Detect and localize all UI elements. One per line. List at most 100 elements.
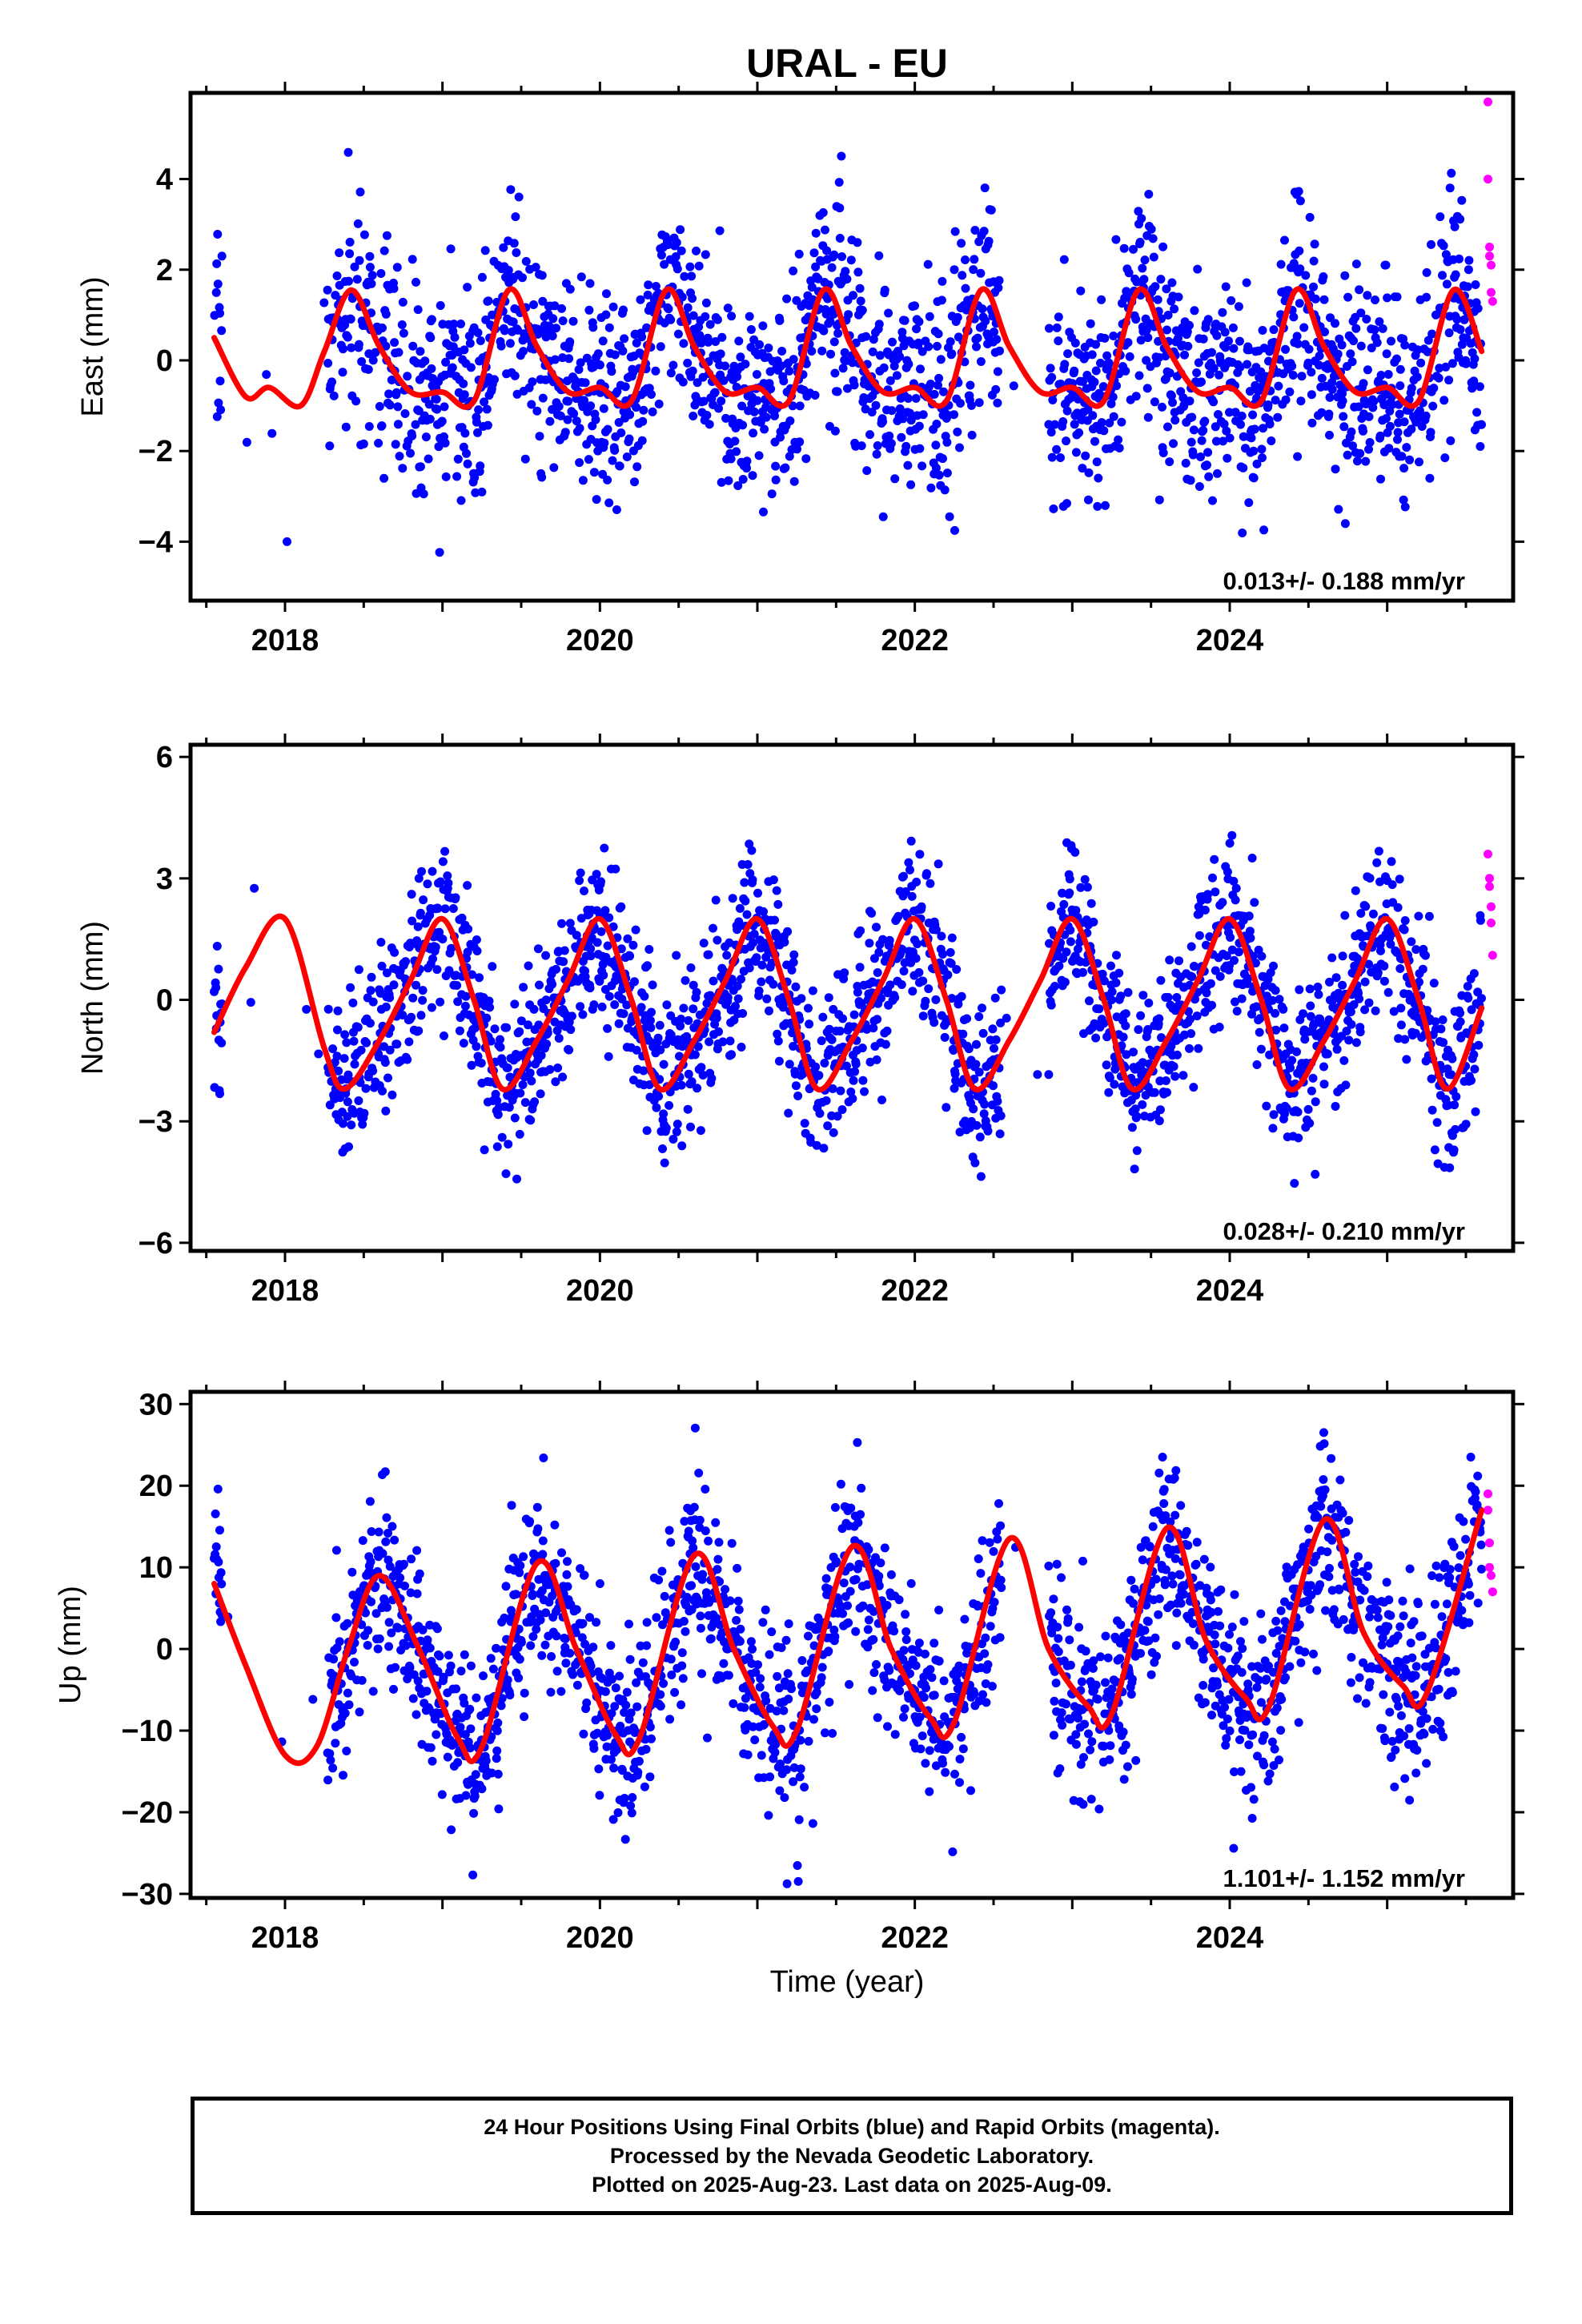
east-final-point bbox=[759, 507, 768, 517]
up-final-point bbox=[594, 1764, 604, 1774]
east-final-point bbox=[748, 471, 757, 480]
north-y-tick-label: −6 bbox=[139, 1227, 173, 1261]
up-final-point bbox=[733, 1596, 743, 1606]
north-final-point bbox=[972, 1120, 982, 1130]
north-final-point bbox=[913, 939, 922, 949]
east-final-point bbox=[841, 267, 850, 276]
north-final-point bbox=[1269, 1110, 1279, 1120]
east-final-point bbox=[912, 324, 921, 334]
north-final-point bbox=[475, 973, 484, 983]
north-final-point bbox=[851, 1059, 861, 1069]
north-final-point bbox=[979, 1109, 989, 1119]
east-final-point bbox=[1221, 343, 1231, 352]
east-final-point bbox=[550, 301, 560, 311]
north-final-point bbox=[1226, 933, 1235, 942]
east-final-point bbox=[885, 376, 895, 385]
up-final-point bbox=[538, 1536, 548, 1546]
east-final-point bbox=[1349, 336, 1359, 346]
east-final-point bbox=[1228, 323, 1238, 332]
east-final-point bbox=[795, 437, 805, 447]
north-final-point bbox=[343, 1112, 352, 1121]
east-final-point bbox=[914, 421, 924, 431]
north-final-point bbox=[1402, 1055, 1411, 1064]
north-final-point bbox=[1231, 883, 1241, 893]
north-final-point bbox=[838, 1014, 848, 1023]
east-final-point bbox=[1472, 408, 1482, 417]
east-final-point bbox=[677, 246, 686, 255]
east-rapid-point bbox=[1484, 175, 1492, 184]
east-final-point bbox=[1387, 336, 1395, 346]
east-final-point bbox=[391, 440, 400, 449]
up-final-point bbox=[425, 1643, 435, 1653]
east-final-point bbox=[792, 296, 801, 305]
east-final-point bbox=[213, 279, 223, 289]
north-final-point bbox=[403, 1055, 412, 1064]
north-final-point bbox=[1215, 1023, 1224, 1031]
east-final-point bbox=[368, 356, 378, 365]
north-final-point bbox=[1054, 961, 1064, 971]
north-final-point bbox=[791, 982, 801, 991]
up-final-point bbox=[387, 1628, 396, 1638]
east-final-point bbox=[742, 464, 751, 473]
up-final-point bbox=[357, 1675, 367, 1685]
up-final-point bbox=[851, 1626, 861, 1636]
north-model-fit-line bbox=[211, 913, 1485, 1093]
east-final-point bbox=[1158, 242, 1168, 251]
up-final-point bbox=[770, 1747, 780, 1757]
east-final-point bbox=[782, 294, 792, 304]
north-final-point bbox=[610, 1000, 620, 1009]
east-final-point bbox=[711, 337, 721, 346]
up-final-point bbox=[608, 1815, 618, 1824]
north-final-point bbox=[630, 977, 639, 987]
east-final-point bbox=[1263, 400, 1273, 409]
east-plot-frame bbox=[188, 90, 1516, 603]
east-final-point bbox=[267, 428, 277, 438]
up-final-point bbox=[725, 1596, 735, 1606]
east-final-point bbox=[974, 398, 984, 408]
east-final-point bbox=[588, 323, 598, 332]
east-final-point bbox=[777, 347, 787, 356]
up-final-point bbox=[670, 1687, 680, 1697]
north-final-point bbox=[1439, 1038, 1448, 1047]
east-final-point bbox=[829, 309, 838, 319]
north-final-point bbox=[1445, 1163, 1455, 1172]
up-final-point bbox=[492, 1746, 502, 1755]
north-final-point bbox=[1436, 1024, 1446, 1034]
east-final-point bbox=[926, 483, 936, 493]
up-final-point bbox=[679, 1617, 689, 1626]
up-final-point bbox=[437, 1790, 447, 1799]
up-final-point bbox=[532, 1502, 542, 1512]
north-final-point bbox=[383, 1073, 392, 1083]
north-final-point bbox=[815, 1108, 825, 1118]
east-final-point bbox=[853, 267, 863, 277]
north-final-point bbox=[1227, 830, 1237, 840]
east-final-point bbox=[371, 348, 380, 357]
up-final-point bbox=[665, 1526, 674, 1535]
east-final-point bbox=[1185, 320, 1194, 330]
east-final-point bbox=[329, 391, 339, 400]
north-final-point bbox=[835, 1027, 845, 1035]
east-final-point bbox=[1225, 433, 1235, 443]
north-final-point bbox=[457, 913, 467, 923]
east-final-point bbox=[1305, 212, 1315, 222]
north-final-point bbox=[1303, 1104, 1313, 1114]
up-final-point bbox=[793, 1861, 802, 1870]
up-final-point bbox=[809, 1715, 818, 1724]
north-final-point bbox=[908, 987, 917, 996]
north-final-point bbox=[585, 983, 595, 993]
north-final-point bbox=[1452, 1092, 1461, 1101]
north-final-point bbox=[524, 961, 533, 971]
north-final-point bbox=[536, 1089, 545, 1099]
north-final-point bbox=[1192, 1011, 1202, 1021]
north-final-point bbox=[707, 1074, 717, 1084]
east-final-point bbox=[351, 396, 361, 406]
up-final-point bbox=[681, 1626, 690, 1636]
north-final-point bbox=[784, 1108, 793, 1118]
north-final-point bbox=[1169, 1062, 1178, 1072]
east-final-point bbox=[1442, 279, 1452, 289]
east-final-point bbox=[1119, 243, 1129, 253]
east-final-point bbox=[355, 187, 365, 197]
east-final-point bbox=[1259, 424, 1267, 433]
up-final-point bbox=[839, 1578, 849, 1588]
north-final-point bbox=[616, 944, 626, 954]
